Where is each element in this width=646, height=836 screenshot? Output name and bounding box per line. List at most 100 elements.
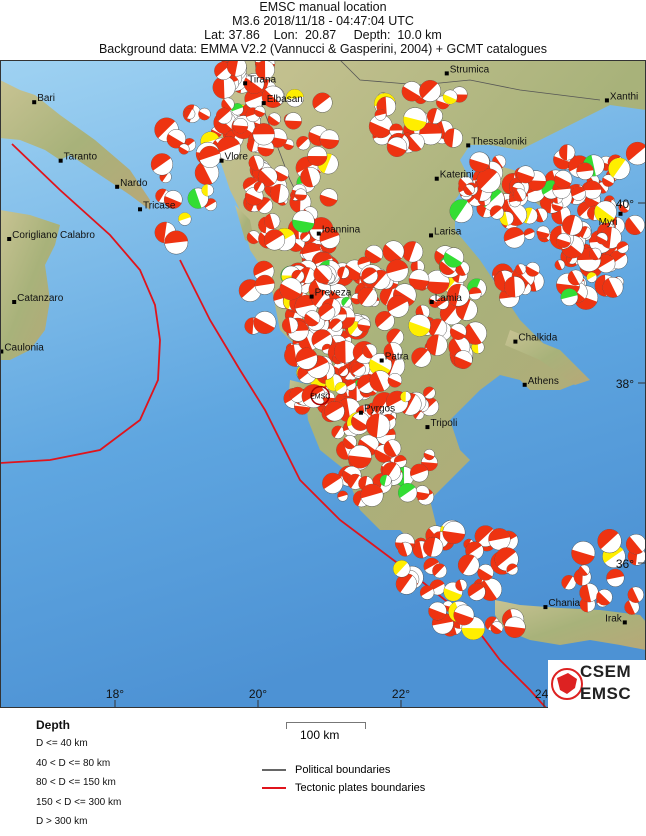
focal-mechanism [387, 295, 410, 318]
focal-mechanism [150, 153, 174, 176]
focal-mechanism [163, 190, 183, 209]
focal-mechanism [583, 180, 602, 200]
focal-mechanism [627, 586, 644, 603]
focal-mechanism [400, 391, 412, 403]
land-euboea [505, 330, 590, 385]
focal-mechanism [184, 108, 196, 120]
focal-mechanism [578, 564, 590, 576]
logo-text-emsc: EMSC [580, 684, 632, 703]
focal-mechanism [386, 328, 404, 346]
epicenter-marker[interactable]: EMSC [310, 385, 330, 406]
city-marker-icon [466, 143, 471, 148]
focal-mechanism [467, 582, 486, 601]
city-patra: Patra [379, 352, 409, 363]
legend-political-boundaries: Political boundaries [262, 764, 390, 776]
city-marker-icon [115, 184, 120, 189]
city-label: Athens [528, 376, 559, 387]
hellenic-trench-boundary [179, 259, 547, 708]
focal-mechanism [289, 386, 306, 403]
lon-tick-label: 22° [392, 687, 410, 701]
focal-mechanism [618, 201, 631, 213]
focal-mechanism [253, 311, 277, 334]
lon-tick-label: 18° [106, 687, 124, 701]
focal-mechanism [455, 579, 468, 592]
city-katerini: Katerini [434, 170, 474, 181]
focal-mechanism [408, 269, 430, 290]
focal-mechanism [348, 444, 372, 469]
political-line-swatch [262, 769, 286, 771]
focal-mechanism [556, 233, 572, 248]
city-label: Patra [385, 352, 409, 363]
focal-mechanism [443, 128, 463, 148]
city-chania: Chania [543, 598, 581, 610]
city-label: Katerini [440, 170, 474, 181]
focal-mechanism [329, 318, 343, 332]
focal-mechanism [423, 536, 444, 558]
focal-mechanism [178, 212, 192, 226]
city-marker-icon [0, 349, 4, 354]
focal-mechanism [414, 485, 430, 501]
event-info: M3.6 2018/11/18 - 04:47:04 UTC [232, 14, 414, 28]
lon-tick-label: 20° [249, 687, 267, 701]
focal-mechanism [562, 214, 583, 236]
city-elbasan: Elbasan [261, 94, 303, 106]
focal-mechanism [338, 366, 349, 377]
focal-mechanism [616, 241, 629, 254]
city-marker-icon [138, 207, 143, 212]
focal-mechanism [476, 168, 501, 193]
city-label: Nardo [120, 178, 148, 189]
focal-mechanism [319, 129, 340, 150]
focal-mechanism [489, 205, 505, 220]
city-tripoli: Tripoli [425, 418, 457, 430]
focal-mechanisms-layer [150, 60, 646, 640]
city-label: Lamia [435, 293, 463, 304]
city-label: Vlore [225, 152, 249, 163]
focal-mechanism [504, 616, 526, 638]
city-caulonia: Caulonia [0, 343, 44, 354]
city-marker-icon [219, 158, 224, 163]
city-marker-icon [32, 100, 37, 105]
focal-mechanism [221, 97, 235, 111]
city-marker-icon [522, 382, 527, 387]
focal-mechanism [453, 604, 475, 626]
city-label: Tricase [143, 200, 176, 211]
scale-bar-label: 100 km [300, 728, 340, 742]
focal-mechanism [341, 296, 352, 308]
focal-mechanism [463, 184, 475, 196]
city-label: Pyrgos [364, 404, 395, 415]
focal-mechanism [554, 170, 573, 189]
focal-mechanism [506, 563, 519, 576]
focal-mechanism [264, 213, 281, 230]
focal-mechanism [304, 310, 321, 327]
focal-mechanism [397, 541, 413, 557]
city-marker-icon [622, 620, 627, 625]
focal-mechanism [602, 174, 615, 187]
focal-mechanism [559, 144, 576, 161]
city-label: Preveza [315, 288, 352, 299]
city-marker-icon [12, 300, 17, 304]
focal-mechanism [393, 560, 411, 578]
plate-line-swatch [262, 787, 286, 789]
focal-mechanism [386, 136, 408, 157]
focal-mechanism [395, 573, 418, 595]
focal-mechanism [423, 448, 435, 461]
focal-mechanism [387, 373, 403, 388]
focal-mechanism [504, 276, 526, 298]
focal-mechanism [597, 529, 622, 554]
focal-mechanism [457, 554, 480, 576]
city-chalkida: Chalkida [513, 333, 558, 344]
focal-mechanism [477, 564, 494, 581]
depth-item: D <= 40 km [36, 738, 88, 749]
focal-mechanism [432, 563, 448, 579]
depth-item: D > 300 km [36, 816, 88, 827]
legend-plate-boundaries: Tectonic plates boundaries [262, 782, 425, 794]
focal-mechanism [624, 599, 640, 615]
city-bari: Bari [32, 93, 55, 105]
city-label: Irak [605, 613, 623, 624]
city-pyrgos: Pyrgos [358, 404, 395, 415]
focal-mechanism [269, 184, 290, 204]
city-label: Ioannina [322, 225, 361, 236]
focal-mechanism [586, 272, 598, 283]
lat-tick-label: 36° [616, 557, 634, 571]
seismic-map[interactable]: 18° 20° 22° 24°40°38°36° EMSC StrumicaTiran… [0, 60, 646, 708]
